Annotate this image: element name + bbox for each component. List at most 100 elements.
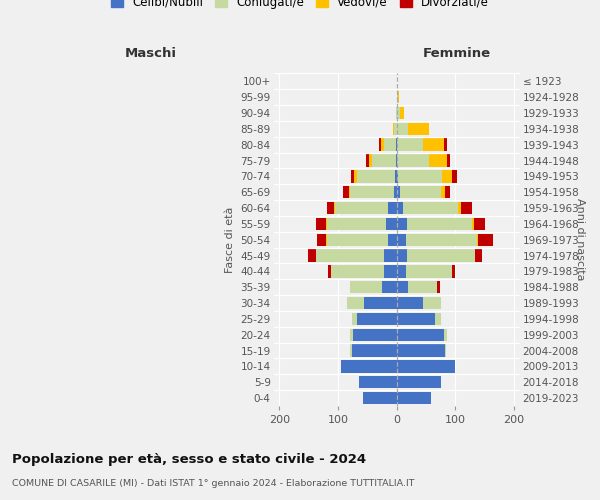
Bar xyxy=(429,154,446,166)
Bar xyxy=(327,234,388,246)
Bar xyxy=(435,312,441,325)
Bar xyxy=(328,218,386,230)
Bar xyxy=(400,186,441,198)
Bar xyxy=(476,234,478,246)
Bar xyxy=(409,122,429,135)
Bar xyxy=(317,234,326,246)
Bar xyxy=(357,170,395,182)
Bar xyxy=(395,170,397,182)
Text: Femmine: Femmine xyxy=(423,47,491,60)
Bar xyxy=(397,376,441,388)
Bar xyxy=(349,186,350,198)
Bar xyxy=(452,265,455,278)
Bar xyxy=(388,202,397,214)
Bar xyxy=(395,107,397,119)
Bar xyxy=(441,186,445,198)
Bar xyxy=(406,265,452,278)
Bar xyxy=(423,297,441,309)
Bar xyxy=(406,234,476,246)
Bar xyxy=(397,218,407,230)
Bar xyxy=(397,91,398,104)
Bar xyxy=(308,250,316,262)
Bar xyxy=(423,138,443,151)
Bar xyxy=(328,265,331,278)
Bar xyxy=(352,312,357,325)
Bar xyxy=(409,281,437,293)
Bar xyxy=(397,122,409,135)
Bar xyxy=(397,107,400,119)
Bar xyxy=(445,344,446,356)
Bar xyxy=(341,360,397,372)
Bar xyxy=(357,312,397,325)
Bar xyxy=(397,250,407,262)
Bar xyxy=(364,297,397,309)
Bar xyxy=(331,265,384,278)
Bar xyxy=(398,91,399,104)
Bar xyxy=(381,138,384,151)
Bar xyxy=(335,202,388,214)
Bar xyxy=(350,186,394,198)
Bar xyxy=(388,234,397,246)
Bar xyxy=(407,218,472,230)
Text: COMUNE DI CASARILE (MI) - Dati ISTAT 1° gennaio 2024 - Elaborazione TUTTITALIA.I: COMUNE DI CASARILE (MI) - Dati ISTAT 1° … xyxy=(12,479,415,488)
Bar xyxy=(437,281,440,293)
Bar xyxy=(443,138,446,151)
Bar xyxy=(347,297,364,309)
Bar xyxy=(392,122,394,135)
Y-axis label: Anni di nascita: Anni di nascita xyxy=(575,198,585,281)
Bar xyxy=(452,170,457,182)
Bar xyxy=(400,107,404,119)
Bar xyxy=(397,281,409,293)
Bar xyxy=(446,154,449,166)
Bar xyxy=(407,250,475,262)
Bar xyxy=(362,392,397,404)
Text: Maschi: Maschi xyxy=(124,47,176,60)
Bar xyxy=(398,170,442,182)
Bar xyxy=(397,344,445,356)
Bar xyxy=(334,202,335,214)
Bar xyxy=(350,328,353,341)
Bar xyxy=(445,186,450,198)
Bar xyxy=(397,392,431,404)
Bar xyxy=(326,218,328,230)
Bar xyxy=(461,202,472,214)
Bar xyxy=(397,138,423,151)
Text: Popolazione per età, sesso e stato civile - 2024: Popolazione per età, sesso e stato civil… xyxy=(12,452,366,466)
Bar xyxy=(350,281,382,293)
Bar xyxy=(382,281,397,293)
Bar xyxy=(397,328,443,341)
Bar xyxy=(397,202,403,214)
Bar xyxy=(475,250,482,262)
Bar xyxy=(352,344,397,356)
Bar xyxy=(473,218,485,230)
Bar xyxy=(369,154,372,166)
Bar xyxy=(395,138,397,151)
Bar xyxy=(351,170,354,182)
Bar xyxy=(359,376,397,388)
Bar xyxy=(395,154,397,166)
Bar xyxy=(397,312,435,325)
Bar xyxy=(397,154,429,166)
Bar xyxy=(397,170,398,182)
Bar xyxy=(386,218,397,230)
Bar xyxy=(384,250,397,262)
Bar xyxy=(384,138,395,151)
Bar xyxy=(397,297,423,309)
Bar xyxy=(316,250,384,262)
Bar xyxy=(397,186,400,198)
Bar xyxy=(397,360,455,372)
Bar xyxy=(379,138,381,151)
Bar xyxy=(397,234,406,246)
Bar xyxy=(366,154,369,166)
Bar xyxy=(372,154,395,166)
Bar xyxy=(326,234,327,246)
Bar xyxy=(327,202,334,214)
Bar xyxy=(354,170,357,182)
Bar xyxy=(478,234,493,246)
Bar xyxy=(458,202,461,214)
Bar xyxy=(472,218,473,230)
Bar xyxy=(394,122,397,135)
Bar xyxy=(397,265,406,278)
Y-axis label: Fasce di età: Fasce di età xyxy=(225,206,235,273)
Bar xyxy=(316,218,326,230)
